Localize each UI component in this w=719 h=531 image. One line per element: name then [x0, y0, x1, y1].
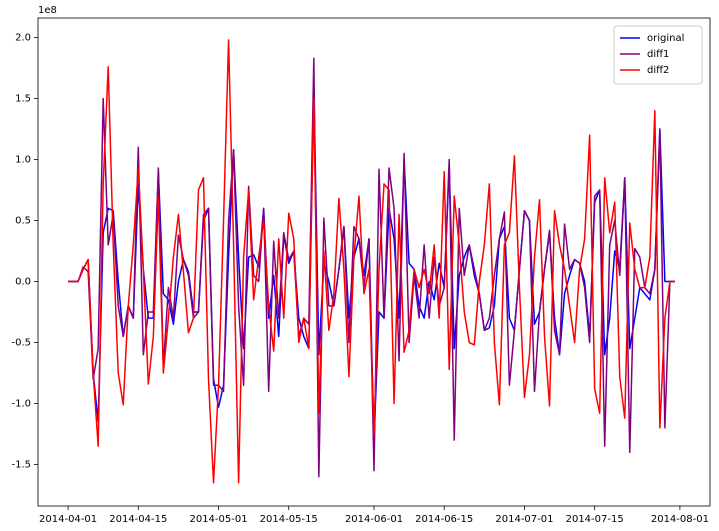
x-tick-label: 2014-04-01	[39, 514, 97, 525]
y-tick-label: -1.0	[11, 399, 31, 410]
legend-label: diff1	[647, 49, 669, 60]
legend-label: original	[647, 33, 684, 44]
x-tick-label: 2014-07-01	[495, 514, 553, 525]
y-tick-label: -1.5	[11, 460, 31, 471]
legend: original diff1 diff2	[613, 25, 703, 85]
x-tick-label: 2014-07-15	[566, 514, 624, 525]
y-tick-label: 1.5	[15, 94, 31, 105]
x-tick-label: 2014-06-15	[415, 514, 473, 525]
x-tick-label: 2014-05-01	[189, 514, 247, 525]
x-tick-label: 2014-06-01	[345, 514, 403, 525]
x-tick-label: 2014-04-15	[109, 514, 167, 525]
y-tick-label: 0.5	[15, 216, 31, 227]
y-tick-label: 0.0	[15, 277, 31, 288]
y-tick-label: 1.0	[15, 155, 31, 166]
plot-frame	[37, 17, 711, 507]
y-tick-label: 2.0	[15, 33, 31, 44]
series-line	[68, 39, 675, 484]
legend-label: diff2	[647, 65, 669, 76]
offset-label: 1e8	[38, 5, 57, 16]
y-tick-label: -0.5	[11, 338, 31, 349]
x-tick-label: 2014-05-15	[260, 514, 318, 525]
x-tick-label: 2014-08-01	[651, 514, 709, 525]
